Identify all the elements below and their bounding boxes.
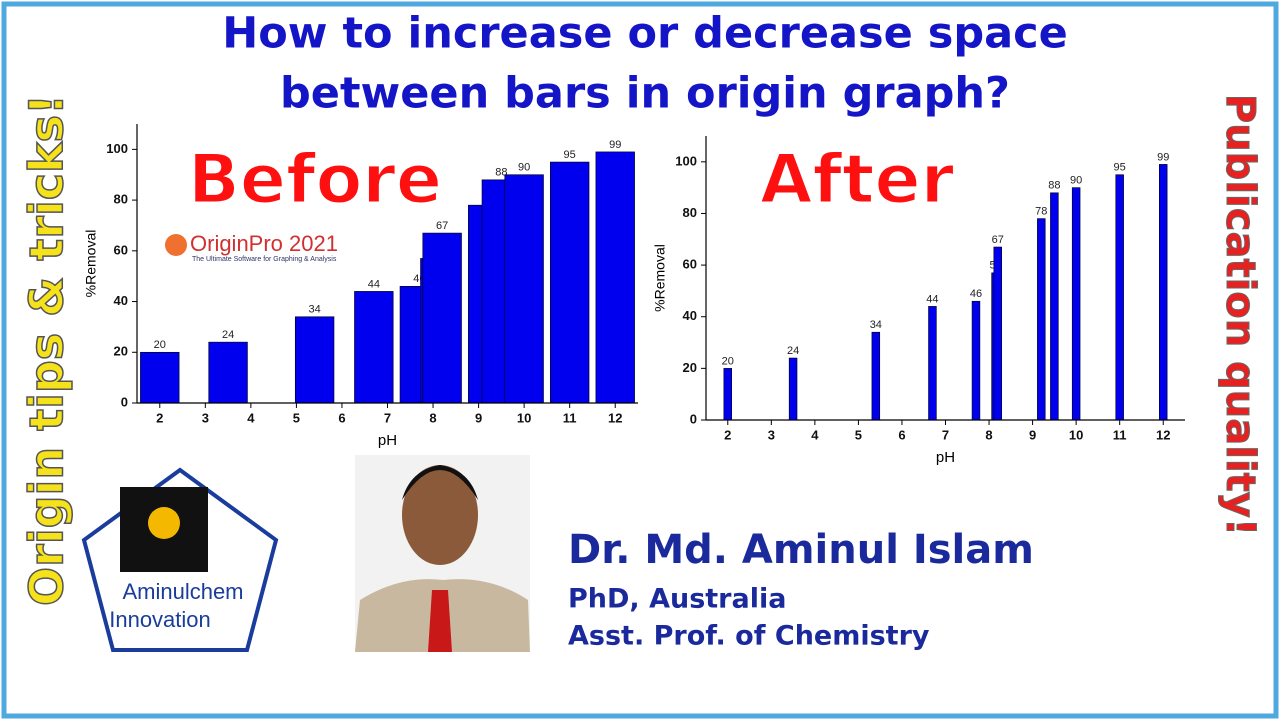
x-tick-label: 6 xyxy=(898,427,905,442)
value-label: 95 xyxy=(1114,162,1126,174)
value-label: 24 xyxy=(222,329,234,341)
y-tick-label: 20 xyxy=(683,360,697,375)
x-tick-label: 11 xyxy=(1113,427,1127,442)
y-tick-label: 60 xyxy=(683,257,697,272)
bar xyxy=(1071,187,1081,421)
x-tick-label: 7 xyxy=(942,427,949,442)
y-tick-label: 40 xyxy=(683,308,697,323)
y-tick-label: 80 xyxy=(114,192,128,207)
x-tick-label: 4 xyxy=(811,427,819,442)
value-label: 95 xyxy=(564,149,576,161)
value-label: 34 xyxy=(870,319,882,331)
photo xyxy=(355,455,530,652)
bar xyxy=(1159,164,1168,421)
x-tick-label: 9 xyxy=(475,410,482,425)
value-label: 44 xyxy=(368,278,380,290)
y-axis-label: %Removal xyxy=(652,244,668,312)
author-degree: PhD, Australia xyxy=(568,584,786,615)
bar xyxy=(928,306,937,421)
x-tick-label: 12 xyxy=(1156,427,1170,442)
brand-text: Innovation xyxy=(109,607,211,632)
x-axis-label: pH xyxy=(378,432,397,449)
y-tick-label: 100 xyxy=(675,153,697,168)
title: between bars in origin graph? xyxy=(280,69,1010,119)
logo-tagline: The Ultimate Software for Graphing & Ana… xyxy=(192,256,337,263)
bar xyxy=(1115,174,1124,421)
x-tick-label: 8 xyxy=(429,410,436,425)
bar xyxy=(595,151,635,404)
value-label: 44 xyxy=(926,293,938,305)
value-label: 46 xyxy=(970,288,982,300)
value-label: 24 xyxy=(787,345,799,357)
bar xyxy=(294,316,335,404)
value-label: 34 xyxy=(309,304,321,316)
x-tick-label: 11 xyxy=(563,410,577,425)
x-tick-label: 9 xyxy=(1029,427,1036,442)
logo-name: OriginPro 2021 xyxy=(190,231,338,256)
y-tick-label: 0 xyxy=(121,394,128,409)
y-tick-label: 80 xyxy=(683,205,697,220)
side-text: Origin tips & tricks! xyxy=(20,94,74,606)
bar xyxy=(971,300,981,421)
x-tick-label: 7 xyxy=(384,410,391,425)
brand-text: Aminulchem xyxy=(122,579,243,604)
title: How to increase or decrease space xyxy=(222,9,1068,59)
value-label: 88 xyxy=(1048,180,1060,192)
chart-title: After xyxy=(760,141,955,220)
y-tick-label: 20 xyxy=(114,344,128,359)
bar xyxy=(993,246,1002,421)
value-label: 90 xyxy=(518,162,530,174)
author-name: Dr. Md. Aminul Islam xyxy=(568,527,1034,573)
value-label: 78 xyxy=(1035,206,1047,218)
x-tick-label: 2 xyxy=(724,427,731,442)
bar xyxy=(871,331,881,421)
value-label: 67 xyxy=(992,234,1004,246)
bar xyxy=(1037,218,1046,421)
bar xyxy=(140,351,180,404)
y-tick-label: 100 xyxy=(106,141,128,156)
x-tick-label: 3 xyxy=(768,427,775,442)
bar xyxy=(788,357,798,421)
author-position: Asst. Prof. of Chemistry xyxy=(568,621,930,652)
y-tick-label: 40 xyxy=(114,293,128,308)
value-label: 88 xyxy=(495,167,507,179)
x-tick-label: 4 xyxy=(247,410,255,425)
bar xyxy=(354,291,394,404)
x-tick-label: 12 xyxy=(608,410,622,425)
bar xyxy=(422,232,462,404)
chart-title: Before xyxy=(188,141,442,220)
x-tick-label: 5 xyxy=(855,427,862,442)
bar xyxy=(504,174,544,404)
x-tick-label: 6 xyxy=(338,410,345,425)
value-label: 90 xyxy=(1070,175,1082,187)
y-tick-label: 60 xyxy=(114,242,128,257)
x-tick-label: 10 xyxy=(1069,427,1083,442)
value-label: 20 xyxy=(722,355,734,367)
value-label: 67 xyxy=(436,220,448,232)
bar xyxy=(1050,192,1059,421)
x-tick-label: 5 xyxy=(293,410,300,425)
side-text: Publication quality! xyxy=(1217,94,1263,536)
logo-icon xyxy=(165,234,187,256)
x-tick-label: 2 xyxy=(156,410,163,425)
x-tick-label: 10 xyxy=(517,410,531,425)
value-label: 20 xyxy=(154,339,166,351)
x-tick-label: 8 xyxy=(985,427,992,442)
x-axis-label: pH xyxy=(936,449,955,466)
bulb xyxy=(148,507,180,539)
bar xyxy=(208,341,248,404)
bar xyxy=(550,161,590,404)
bar xyxy=(723,368,732,421)
value-label: 99 xyxy=(1157,151,1169,163)
value-label: 99 xyxy=(609,139,621,151)
y-tick-label: 0 xyxy=(690,411,697,426)
y-axis-label: %Removal xyxy=(83,230,99,298)
x-tick-label: 3 xyxy=(202,410,209,425)
